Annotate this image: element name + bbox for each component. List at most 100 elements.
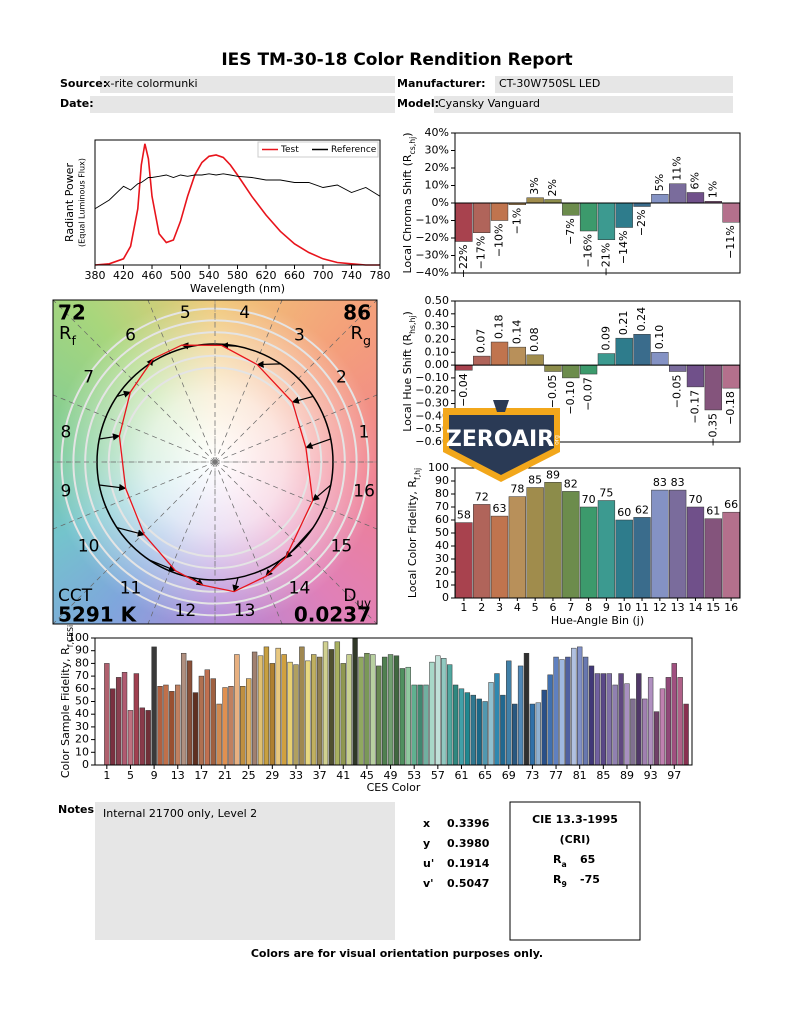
bar: [582, 656, 589, 766]
bar: [257, 655, 264, 766]
series-line: [94, 173, 381, 210]
x-tick-label: 33: [289, 769, 303, 782]
bin-label: 8: [61, 422, 72, 442]
bar: [387, 654, 394, 766]
watermark: ZEROAIR org: [443, 400, 561, 482]
y-axis-label: Local Hue Shift (Rhs,hj): [401, 311, 417, 432]
x-tick-label: 5: [532, 601, 539, 614]
x-tick-label: 7: [567, 601, 574, 614]
bar: [455, 364, 473, 371]
plot-frame: [454, 300, 741, 443]
bar: [311, 654, 317, 766]
bar: [358, 656, 364, 766]
x-tick-label: 9: [151, 769, 158, 782]
bar: [441, 658, 447, 766]
shift-arrow: [116, 526, 145, 537]
x-tick-label: 2: [478, 601, 485, 614]
y-axis-label: Radiant Power: [63, 163, 76, 242]
field-label: Model:: [397, 97, 439, 110]
rf-symbol: Rf: [59, 323, 77, 348]
bar: [151, 646, 157, 766]
bar: [393, 655, 400, 766]
bar: [523, 652, 530, 766]
bar: [364, 652, 370, 766]
bar: [647, 677, 654, 766]
bar: [204, 669, 210, 766]
shift-arrow: [220, 342, 239, 350]
bin-label: 4: [239, 303, 250, 323]
x-tick-label: 85: [596, 769, 610, 782]
cri-symbol: R9: [553, 873, 567, 889]
y-tick-label: 100: [428, 461, 449, 474]
bin-boundary: [53, 461, 216, 624]
data-label: 11%: [671, 156, 684, 180]
bar: [435, 655, 441, 766]
x-tick-label: 11: [635, 601, 649, 614]
text-part: Local Color Fidelity, R: [406, 480, 419, 598]
data-label: 2%: [546, 179, 559, 196]
bin-label: 12: [175, 601, 197, 621]
legend-label: Reference: [331, 145, 377, 155]
chromaticity-value: 0.3396: [447, 817, 490, 830]
subscript: f,CESi: [66, 625, 75, 647]
bar: [577, 646, 583, 766]
legend-label: Test: [280, 145, 299, 155]
bar: [234, 654, 240, 766]
bar: [429, 661, 435, 766]
y-tick-label: 0%: [432, 196, 449, 209]
data-label: 1%: [706, 181, 719, 198]
bin-boundary: [214, 394, 377, 463]
bar: [588, 665, 595, 766]
y-tick-label: 0.00: [425, 358, 450, 371]
data-label: −0.05: [671, 375, 684, 409]
bar: [455, 522, 473, 599]
field-box: [100, 76, 395, 93]
bar: [529, 703, 536, 766]
x-tick-label: 77: [549, 769, 563, 782]
y-tick-label: 60: [75, 682, 89, 695]
data-label: −0.35: [706, 413, 719, 447]
y-tick-label: 50: [75, 695, 89, 708]
data-label: 70: [582, 493, 596, 506]
bar: [633, 334, 651, 366]
bar: [210, 678, 216, 766]
logo-icon: [493, 400, 509, 412]
bar: [544, 364, 562, 372]
chromaticity-value: 0.1914: [447, 857, 490, 870]
data-label: 6%: [688, 172, 701, 189]
cct-label: CCT: [58, 586, 93, 606]
x-tick-label: 1: [460, 601, 467, 614]
field-value: Cyansky Vanguard: [438, 97, 540, 110]
data-label: 82: [564, 477, 578, 490]
x-tick-label: 17: [194, 769, 208, 782]
bar: [615, 202, 633, 228]
y-tick-label: 30: [75, 720, 89, 733]
y-tick-label: 0.30: [425, 320, 450, 333]
y-tick-label: 30: [435, 552, 449, 565]
bar: [473, 504, 491, 599]
bar: [139, 707, 145, 766]
bar: [133, 673, 140, 766]
cri-subtitle: (CRI): [560, 833, 591, 846]
bar: [423, 684, 429, 766]
chromaticity-value: 0.3980: [447, 837, 490, 850]
data-label: −14%: [617, 231, 630, 265]
bar: [470, 694, 476, 766]
data-label: 0.10: [653, 325, 666, 350]
duv-symbol: Duv: [343, 586, 371, 610]
chromaticity-label: y: [423, 837, 430, 850]
y-tick-label: −20%: [415, 231, 449, 244]
x-tick-label: 6: [549, 601, 556, 614]
x-axis-label: Hue-Angle Bin (j): [551, 614, 644, 627]
subscript: g: [363, 333, 371, 348]
bin-label: 10: [78, 536, 100, 556]
x-tick-label: 89: [620, 769, 634, 782]
bar: [316, 656, 323, 766]
y-tick-label: −0.40: [415, 409, 449, 422]
logo-domain: org: [554, 435, 561, 445]
bar: [458, 688, 465, 766]
shift-arrow: [291, 395, 314, 404]
plot-frame: [94, 139, 381, 266]
bar: [352, 637, 358, 766]
data-label: −0.10: [564, 381, 577, 415]
